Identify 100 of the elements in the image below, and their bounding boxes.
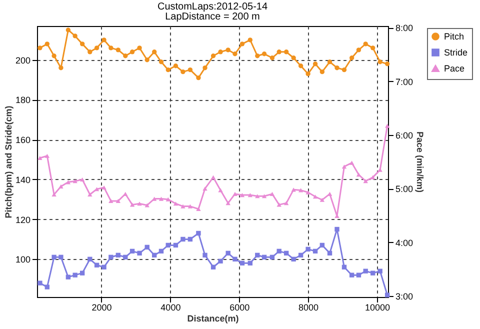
point (363, 42, 368, 46)
point (384, 124, 390, 128)
point (137, 46, 142, 50)
point (152, 196, 157, 201)
point (210, 54, 216, 58)
y-axis-title: Pitch(bpm) and Stride(cm) (3, 106, 14, 218)
x-axis-title: Distance(m) (187, 314, 239, 324)
legend-label: Pitch (444, 32, 464, 42)
point (166, 242, 170, 248)
point (276, 248, 282, 254)
point (72, 34, 78, 38)
point (80, 270, 85, 276)
point (102, 38, 106, 42)
point (152, 50, 157, 54)
point (342, 164, 347, 169)
point (270, 192, 275, 196)
point (58, 254, 64, 260)
point (108, 198, 114, 203)
point (158, 60, 164, 64)
point (284, 50, 289, 54)
y2-axis-title: Pace (min/km) (415, 131, 426, 193)
point (248, 193, 252, 198)
point (66, 274, 71, 280)
point (130, 248, 135, 254)
point (130, 50, 135, 54)
chart-title: CustomLaps:2012-05-14 (157, 2, 268, 13)
point (108, 254, 114, 260)
point (226, 48, 230, 52)
point (306, 71, 310, 76)
point (291, 56, 296, 60)
point (248, 260, 252, 266)
y2-tick-label: 8:00 (396, 23, 414, 34)
point (144, 203, 150, 208)
point (327, 250, 332, 256)
point (306, 246, 310, 252)
y-tick-label: 180 (15, 95, 30, 106)
point (306, 190, 310, 194)
point (255, 252, 260, 258)
point (327, 60, 332, 64)
point (196, 230, 201, 236)
point (262, 194, 267, 198)
point (232, 256, 238, 262)
point (202, 66, 208, 70)
point (137, 202, 142, 206)
point (349, 160, 354, 165)
point (210, 175, 216, 180)
y-tick-label: 120 (15, 214, 30, 225)
point (72, 179, 78, 184)
point (384, 292, 390, 298)
point (66, 180, 71, 184)
x-tick-label: 4000 (160, 302, 181, 312)
point (334, 66, 340, 70)
y-tick-label: 100 (15, 254, 30, 265)
point (80, 177, 85, 182)
x-tick-label: 8000 (298, 302, 319, 312)
point (196, 206, 201, 212)
point (196, 75, 201, 80)
point (312, 62, 318, 66)
point (356, 48, 362, 52)
legend-label: Pace (444, 64, 465, 74)
point (88, 192, 92, 197)
point (123, 254, 128, 260)
point (173, 64, 178, 68)
point (44, 284, 50, 290)
point (240, 193, 245, 198)
point (58, 184, 64, 188)
point (188, 204, 193, 208)
point (232, 192, 238, 196)
y2-tick-label: 6:00 (396, 130, 414, 140)
point (144, 244, 150, 250)
point (378, 268, 382, 274)
point (312, 248, 318, 254)
point (158, 196, 164, 201)
point (130, 202, 135, 207)
point (349, 56, 354, 60)
point (116, 48, 121, 52)
point (66, 28, 71, 32)
point (123, 54, 128, 58)
point (44, 154, 50, 158)
point (255, 54, 260, 58)
point (188, 68, 193, 72)
point (342, 68, 347, 72)
point (384, 62, 390, 66)
point (116, 198, 121, 203)
point (166, 197, 170, 202)
point (88, 50, 92, 54)
point (218, 258, 223, 264)
point (58, 66, 64, 70)
point (102, 185, 106, 190)
point (173, 202, 178, 206)
y-tick-label: 160 (15, 135, 30, 146)
chart-subtitle: LapDistance = 200 m (165, 12, 260, 23)
y2-tick-label: 5:00 (396, 184, 414, 194)
point (378, 168, 382, 172)
point (218, 50, 223, 54)
point (38, 156, 42, 160)
point (370, 46, 376, 50)
y2-tick-label: 7:00 (396, 76, 414, 87)
x-tick-label: 10000 (364, 302, 390, 312)
point (166, 68, 170, 72)
